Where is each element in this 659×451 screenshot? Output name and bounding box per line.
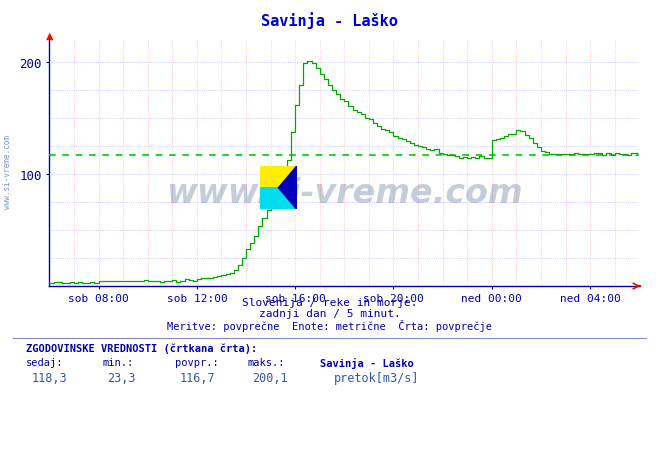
Text: ▲: ▲ (45, 31, 53, 41)
Text: min.:: min.: (102, 358, 133, 368)
Text: maks.:: maks.: (247, 358, 285, 368)
Polygon shape (260, 189, 297, 210)
Text: Savinja - Laško: Savinja - Laško (320, 357, 413, 368)
Polygon shape (260, 167, 279, 189)
Text: www.si-vreme.com: www.si-vreme.com (166, 176, 523, 209)
Text: Savinja - Laško: Savinja - Laško (261, 12, 398, 29)
Text: povpr.:: povpr.: (175, 358, 218, 368)
Text: zadnji dan / 5 minut.: zadnji dan / 5 minut. (258, 308, 401, 318)
Text: 23,3: 23,3 (107, 371, 136, 384)
Text: sedaj:: sedaj: (26, 358, 64, 368)
Polygon shape (260, 167, 297, 189)
Text: Slovenija / reke in morje.: Slovenija / reke in morje. (242, 297, 417, 307)
Text: 118,3: 118,3 (32, 371, 67, 384)
Text: www.si-vreme.com: www.si-vreme.com (3, 134, 13, 208)
Text: ZGODOVINSKE VREDNOSTI (črtkana črta):: ZGODOVINSKE VREDNOSTI (črtkana črta): (26, 343, 258, 354)
Text: 116,7: 116,7 (180, 371, 215, 384)
Text: 200,1: 200,1 (252, 371, 288, 384)
Polygon shape (279, 167, 297, 210)
Text: pretok[m3/s]: pretok[m3/s] (333, 371, 419, 384)
Text: Meritve: povprečne  Enote: metrične  Črta: povprečje: Meritve: povprečne Enote: metrične Črta:… (167, 320, 492, 331)
